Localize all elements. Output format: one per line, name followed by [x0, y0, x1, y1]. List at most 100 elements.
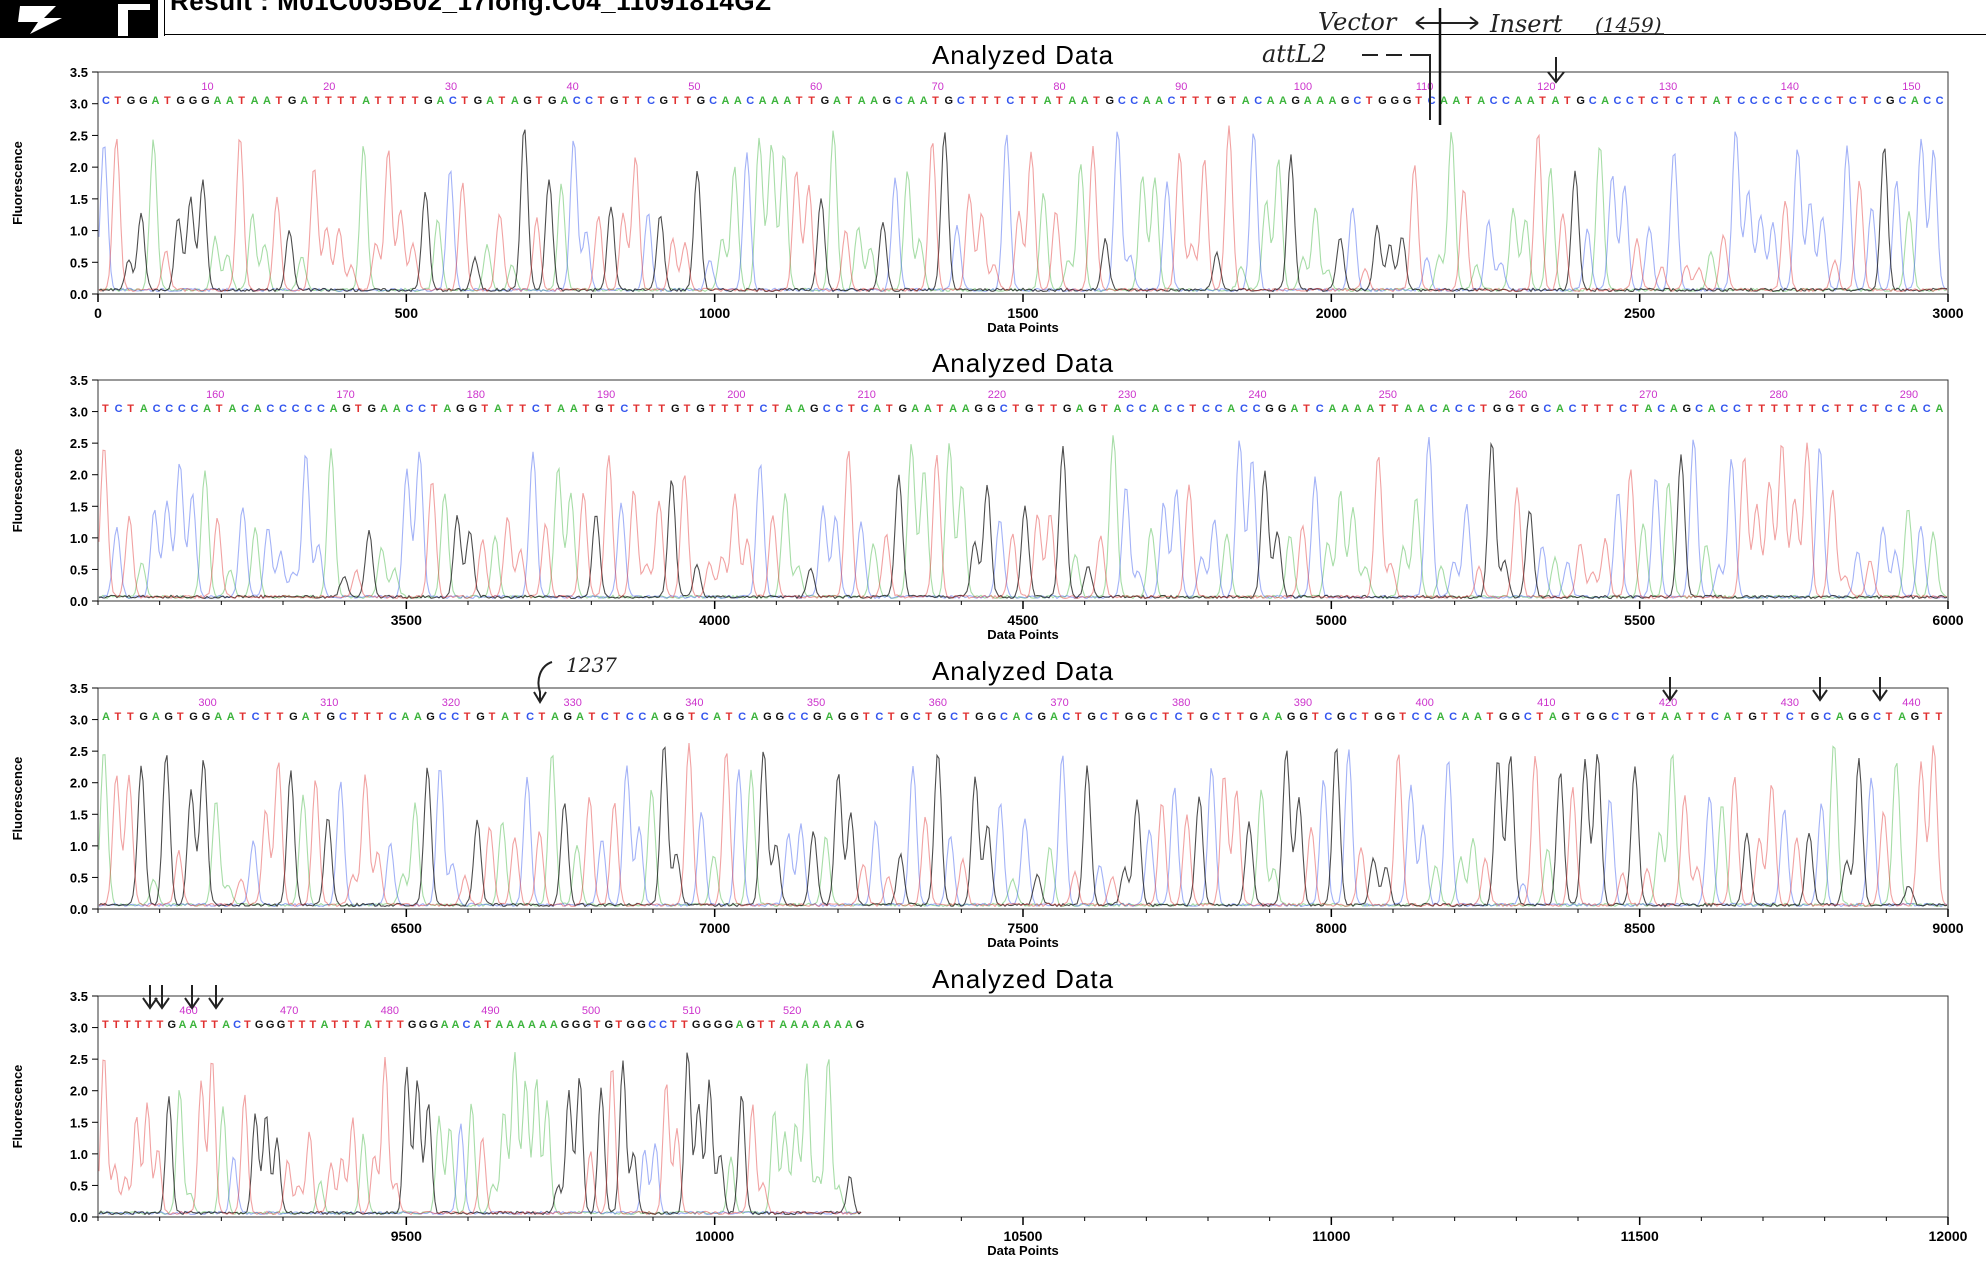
base-call-C: C [1885, 403, 1893, 415]
base-call-G: G [714, 1019, 723, 1031]
base-call-T: T [375, 95, 382, 107]
base-call-A: A [1670, 403, 1678, 415]
base-call-C: C [1164, 403, 1172, 415]
base-call-G: G [883, 95, 892, 107]
base-call-G: G [1200, 711, 1209, 723]
base-position-number: 190 [597, 389, 615, 401]
base-call-C: C [405, 403, 413, 415]
base-call-T: T [127, 711, 134, 723]
base-call-A: A [1076, 403, 1084, 415]
base-call-A: A [1274, 711, 1282, 723]
base-call-T: T [1725, 95, 1732, 107]
y-tick-label: 1.0 [70, 1147, 88, 1162]
base-call-G: G [1025, 403, 1034, 415]
x-tick-label: 8500 [1624, 920, 1655, 936]
y-tick-label: 1.0 [70, 531, 88, 546]
base-call-T: T [670, 1019, 677, 1031]
base-call-G: G [899, 403, 908, 415]
x-axis-label: Data Points [987, 320, 1059, 335]
base-call-G: G [1378, 95, 1387, 107]
base-call-G: G [1886, 95, 1895, 107]
x-tick-label: 6000 [1932, 612, 1963, 628]
base-call-T: T [514, 711, 521, 723]
base-call-C: C [1412, 711, 1420, 723]
y-tick-label: 2.0 [70, 1084, 88, 1099]
base-call-A: A [1143, 95, 1151, 107]
base-call-G: G [327, 711, 336, 723]
base-call-G: G [1137, 711, 1146, 723]
base-call-T: T [1189, 403, 1196, 415]
base-call-T: T [1581, 403, 1588, 415]
base-call-C: C [1062, 711, 1070, 723]
trace-T [98, 1056, 862, 1216]
base-position-number: 240 [1248, 389, 1266, 401]
logo-mark-icon [18, 4, 150, 36]
base-position-number: 310 [320, 697, 338, 709]
base-call-T: T [1649, 711, 1656, 723]
base-call-A: A [1549, 711, 1557, 723]
base-call-T: T [239, 711, 246, 723]
base-call-T: T [1787, 95, 1794, 107]
base-call-T: T [925, 711, 932, 723]
base-call-A: A [539, 1019, 547, 1031]
base-call-T: T [688, 711, 695, 723]
trace-A [98, 1052, 862, 1216]
base-call-T: T [1012, 403, 1019, 415]
base-call-T: T [1050, 403, 1057, 415]
base-call-G: G [139, 95, 148, 107]
base-call-A: A [1911, 95, 1919, 107]
base-position-number: 500 [582, 1005, 600, 1017]
y-tick-label: 3.0 [70, 713, 88, 728]
base-call-A: A [1437, 711, 1445, 723]
base-call-T: T [135, 1019, 142, 1031]
base-call-C: C [1000, 403, 1008, 415]
base-call-G: G [1531, 403, 1540, 415]
base-call-G: G [456, 403, 465, 415]
base-call-T: T [1379, 403, 1386, 415]
base-call-T: T [734, 403, 741, 415]
base-call-G: G [1576, 95, 1585, 107]
base-call-G: G [127, 95, 136, 107]
base-position-number: 20 [323, 81, 335, 93]
base-call-T: T [1539, 95, 1546, 107]
y-tick-label: 2.0 [70, 160, 88, 175]
base-call-T: T [1923, 711, 1930, 723]
base-call-T: T [608, 403, 615, 415]
base-call-T: T [102, 403, 109, 415]
base-call-A: A [1514, 95, 1522, 107]
base-call-T: T [484, 1019, 491, 1031]
base-call-C: C [1823, 711, 1831, 723]
x-tick-label: 500 [395, 305, 419, 321]
base-call-G: G [974, 403, 983, 415]
base-call-A: A [393, 403, 401, 415]
base-call-G: G [548, 95, 557, 107]
base-position-number: 10 [201, 81, 213, 93]
base-call-G: G [725, 1019, 734, 1031]
base-call-T: T [757, 1019, 764, 1031]
base-call-G: G [189, 95, 198, 107]
base-call-T: T [1187, 711, 1194, 723]
base-call-T: T [1771, 403, 1778, 415]
base-call-G: G [676, 711, 685, 723]
base-call-T: T [325, 95, 332, 107]
base-call-A: A [254, 403, 262, 415]
base-call-T: T [461, 95, 468, 107]
y-tick-label: 0.5 [70, 562, 88, 577]
base-call-T: T [519, 403, 526, 415]
base-call-A: A [924, 403, 932, 415]
base-call-T: T [313, 95, 320, 107]
base-call-A: A [401, 711, 409, 723]
base-call-G: G [1125, 711, 1134, 723]
base-call-T: T [539, 711, 546, 723]
base-call-A: A [528, 1019, 536, 1031]
base-call-G: G [821, 95, 830, 107]
base-call-T: T [353, 1019, 360, 1031]
base-call-C: C [738, 711, 746, 723]
y-tick-label: 0.5 [70, 870, 88, 885]
base-call-A: A [443, 403, 451, 415]
base-call-T: T [431, 403, 438, 415]
base-call-T: T [1574, 711, 1581, 723]
x-tick-label: 2500 [1624, 305, 1655, 321]
base-call-T: T [277, 711, 284, 723]
y-tick-label: 3.0 [70, 1021, 88, 1036]
